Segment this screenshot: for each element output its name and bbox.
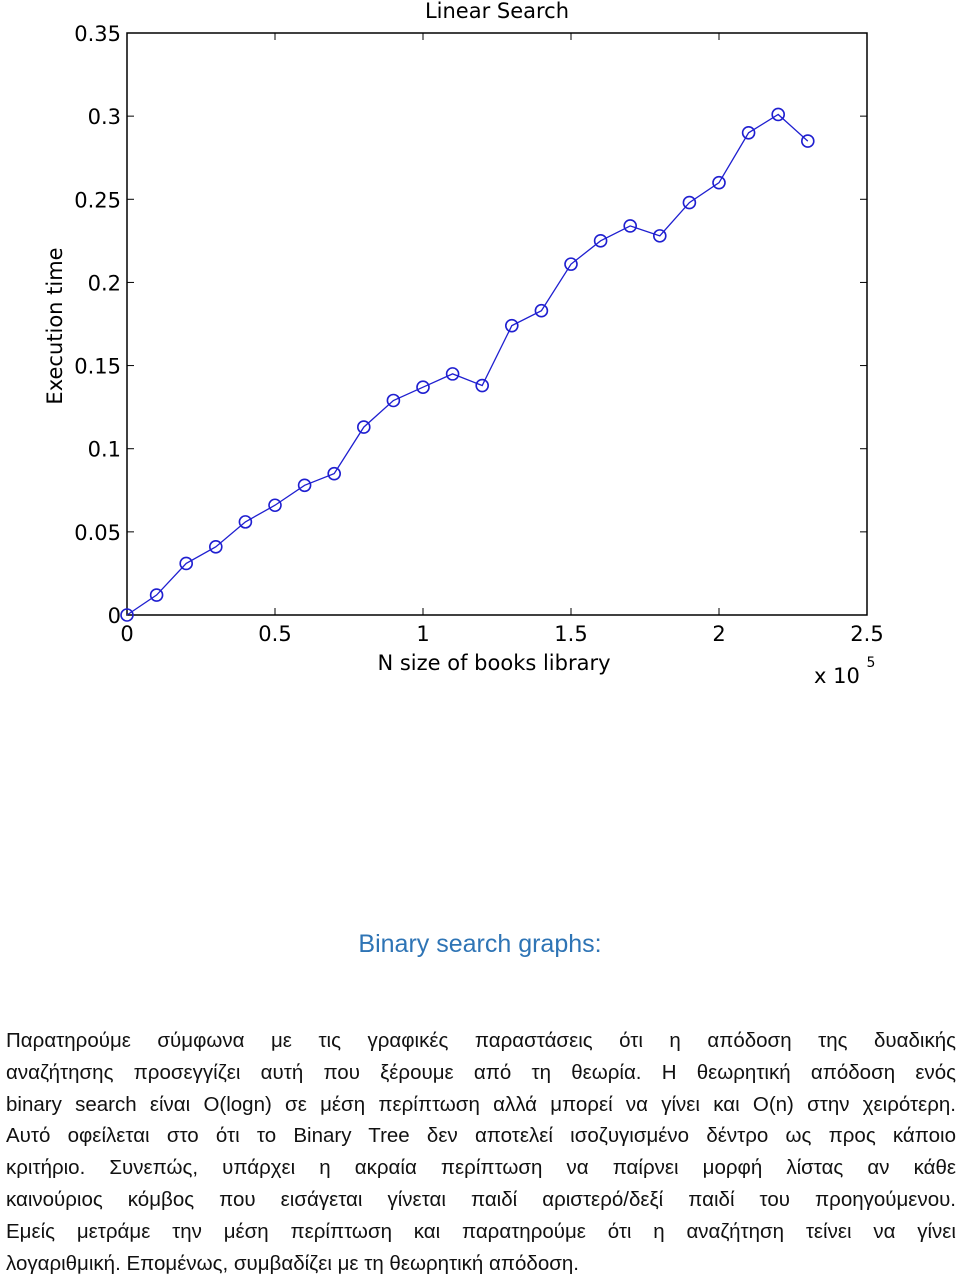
y-axis-label: Execution time bbox=[43, 247, 67, 404]
data-point-marker bbox=[268, 498, 282, 513]
data-point-marker bbox=[623, 219, 638, 233]
y-tick-label: 0.25 bbox=[74, 188, 121, 212]
paragraph-line: binary search είναι O(logn) σε μέση περί… bbox=[6, 1092, 956, 1116]
data-point-marker bbox=[741, 125, 756, 140]
data-point-marker bbox=[179, 556, 193, 571]
x-axis-ticks: 0 0.5 1 1.5 2 2.5 bbox=[120, 33, 884, 646]
y-tick-label: 0.1 bbox=[88, 438, 121, 462]
paragraph-line: καινούριος κόμβος που εισάγεται γίνεται … bbox=[6, 1187, 956, 1211]
data-point-marker bbox=[149, 588, 164, 602]
data-point-marker bbox=[297, 478, 312, 493]
x-tick-label: 1.5 bbox=[554, 622, 587, 646]
data-point-marker bbox=[120, 608, 134, 622]
data-point-marker bbox=[652, 229, 667, 243]
y-tick-label: 0.3 bbox=[88, 105, 121, 129]
data-point-marker bbox=[416, 380, 430, 394]
data-point-marker bbox=[564, 257, 578, 271]
paragraph-line: Εμείς μετράμε την μέση περίπτωση και παρ… bbox=[6, 1219, 956, 1243]
chart-title: Linear Search bbox=[425, 0, 569, 23]
x-tick-label: 0.5 bbox=[258, 622, 291, 646]
data-point-marker bbox=[593, 234, 608, 248]
x-tick-label: 1 bbox=[416, 622, 429, 646]
data-point-marker bbox=[534, 303, 549, 318]
x-axis-exponent-base: x 10 bbox=[814, 664, 860, 688]
x-tick-label: 0 bbox=[120, 622, 133, 646]
y-tick-label: 0.15 bbox=[74, 355, 121, 379]
paragraph-line: αναζήτησης προσεγγίζει αυτή που ξέρουμε … bbox=[6, 1060, 956, 1084]
data-point-marker bbox=[386, 393, 401, 408]
data-point-marker bbox=[800, 134, 815, 148]
y-tick-label: 0.2 bbox=[88, 271, 121, 295]
x-tick-label: 2 bbox=[712, 622, 725, 646]
data-point-marker bbox=[712, 175, 726, 190]
data-point-marker bbox=[445, 367, 460, 381]
y-tick-label: 0 bbox=[108, 604, 121, 628]
y-tick-label: 0.05 bbox=[74, 521, 121, 545]
section-heading: Binary search graphs: bbox=[358, 930, 602, 958]
paragraph-line: Παρατηρούμε σύμφωνα με τις γραφικές παρα… bbox=[6, 1029, 956, 1052]
data-point-marker bbox=[327, 466, 342, 481]
paragraph-line: κριτήριο. Συνεπώς, υπάρχει η ακραία περί… bbox=[6, 1156, 956, 1180]
series-line bbox=[126, 113, 809, 616]
data-point-marker bbox=[209, 540, 223, 554]
x-axis-exponent-power: 5 bbox=[867, 655, 876, 671]
linear-search-chart: Linear Search 0 0.05 0.1 0.15 0.2 0.25 0.3 0.35… bbox=[43, 0, 884, 688]
x-axis-exponent: x 10 5 bbox=[814, 655, 875, 688]
data-point-marker bbox=[238, 515, 253, 529]
body-paragraph: Παρατηρούμε σύμφωνα με τις γραφικές παρα… bbox=[6, 1025, 956, 1279]
paragraph-line: Αυτό οφείλεται στο ότι το Binary Tree δε… bbox=[6, 1124, 956, 1148]
data-point-marker bbox=[682, 195, 697, 210]
data-point-marker bbox=[356, 420, 371, 434]
y-axis-ticks: 0 0.05 0.1 0.15 0.2 0.25 0.3 0.35 bbox=[74, 22, 867, 628]
x-tick-label: 2.5 bbox=[850, 622, 883, 646]
x-axis-label: N size of books library bbox=[377, 651, 610, 675]
paragraph-line: λογαριθμική. Επομένως, συμβαδίζει με τη … bbox=[6, 1251, 579, 1275]
data-point-marker bbox=[504, 318, 519, 333]
data-series bbox=[120, 107, 815, 622]
plot-area-frame bbox=[126, 32, 868, 616]
y-tick-label: 0.35 bbox=[74, 22, 121, 46]
data-point-marker bbox=[771, 107, 786, 122]
data-point-marker bbox=[475, 378, 490, 393]
